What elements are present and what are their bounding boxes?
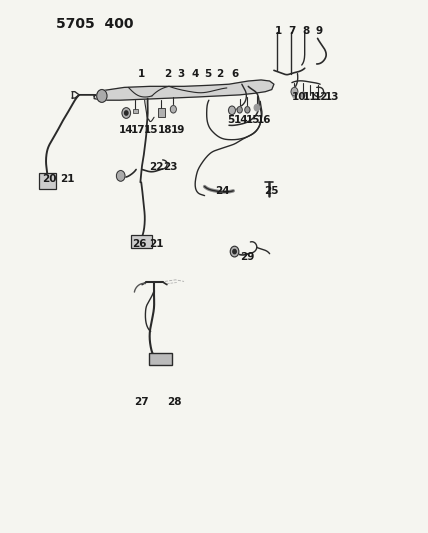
Text: 21: 21	[60, 174, 75, 184]
Text: 5: 5	[228, 116, 235, 125]
Polygon shape	[94, 80, 274, 100]
Circle shape	[233, 249, 236, 254]
Text: 2: 2	[216, 69, 223, 78]
Circle shape	[301, 92, 305, 98]
Text: 23: 23	[163, 163, 178, 172]
Circle shape	[97, 90, 107, 102]
Bar	[39, 173, 56, 189]
Circle shape	[254, 104, 259, 111]
Text: 4: 4	[191, 69, 199, 78]
Text: 29: 29	[240, 253, 255, 262]
Circle shape	[122, 108, 131, 118]
Text: 20: 20	[42, 174, 56, 184]
Text: 3: 3	[177, 69, 184, 78]
Text: 7: 7	[288, 27, 296, 36]
Text: 15: 15	[246, 116, 260, 125]
Text: 19: 19	[170, 125, 185, 134]
Text: 15: 15	[144, 125, 158, 134]
Text: 5: 5	[204, 69, 211, 78]
Text: 21: 21	[149, 239, 163, 248]
Text: 26: 26	[132, 239, 146, 248]
Circle shape	[116, 171, 125, 181]
Circle shape	[292, 92, 297, 98]
Text: 16: 16	[257, 116, 272, 125]
Text: 17: 17	[131, 125, 146, 134]
Text: 27: 27	[134, 398, 149, 407]
Text: 12: 12	[313, 92, 328, 102]
Circle shape	[291, 87, 298, 96]
Circle shape	[229, 106, 235, 115]
Text: 13: 13	[324, 92, 339, 102]
Text: 1: 1	[275, 27, 282, 36]
Text: 1: 1	[138, 69, 145, 78]
Text: 9: 9	[315, 27, 322, 36]
Circle shape	[237, 107, 242, 113]
Text: 25: 25	[265, 187, 279, 196]
Text: 18: 18	[158, 125, 172, 134]
Text: 22: 22	[149, 163, 163, 172]
Text: 10: 10	[291, 92, 306, 102]
Text: 5705  400: 5705 400	[56, 17, 133, 30]
Bar	[149, 353, 172, 365]
Text: 6: 6	[231, 69, 238, 78]
Bar	[131, 235, 152, 248]
Text: 14: 14	[119, 125, 134, 134]
Bar	[133, 109, 138, 113]
Circle shape	[245, 107, 250, 113]
Text: 8: 8	[303, 27, 309, 36]
Circle shape	[170, 106, 176, 113]
Text: 11: 11	[303, 92, 317, 102]
Text: 14: 14	[234, 116, 248, 125]
Circle shape	[230, 246, 239, 257]
Text: 24: 24	[215, 187, 230, 196]
Text: 2: 2	[165, 69, 172, 78]
Text: 28: 28	[167, 398, 182, 407]
Bar	[158, 108, 165, 117]
Circle shape	[125, 111, 128, 115]
